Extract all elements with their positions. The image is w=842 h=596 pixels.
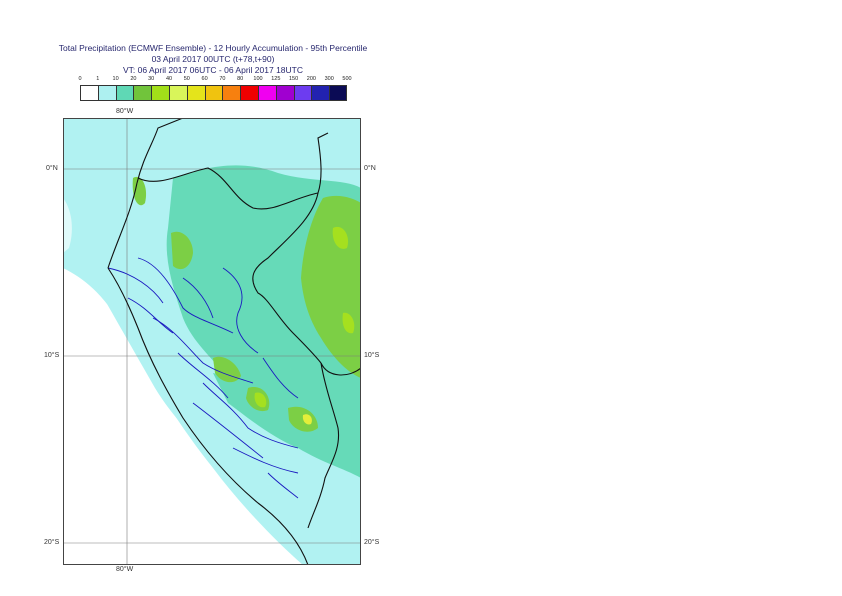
green-precip-se (288, 406, 318, 432)
legend-swatch (186, 85, 205, 101)
legend-swatch (311, 85, 330, 101)
legend-label: 500 (342, 76, 352, 82)
lat-label-0-left: 0°N (46, 165, 58, 172)
color-legend: 0 1 10 20 30 40 50 60 70 80 100 125 150 200 300 500 (77, 76, 352, 102)
dry-ocean-north (63, 198, 72, 253)
legend-label: 70 (219, 76, 226, 82)
graticule (63, 118, 361, 565)
legend-label: 10 (112, 76, 119, 82)
legend-label: 60 (201, 76, 208, 82)
legend-label: 80 (237, 76, 244, 82)
legend-label: 50 (183, 76, 190, 82)
legend-swatch (204, 85, 223, 101)
lat-label-20-left: 20°S (44, 539, 60, 546)
dry-ocean-coast (98, 283, 233, 470)
legend-label: 150 (289, 76, 299, 82)
map-frame (63, 118, 361, 565)
legend-label: 300 (324, 76, 334, 82)
legend-swatch (115, 85, 134, 101)
green-precip-north (132, 176, 147, 206)
legend-label: 1 (96, 76, 100, 82)
legend-swatch (97, 85, 116, 101)
lon-label-top: 80°W (116, 108, 134, 115)
green-precip-center (171, 231, 193, 270)
legend-swatch (329, 85, 347, 101)
lat-label-10-left: 10°S (44, 352, 60, 359)
dry-ocean-strip (63, 313, 91, 378)
yellow-precip (302, 414, 312, 425)
dry-ocean-area (63, 268, 303, 565)
legend-swatch (151, 85, 169, 101)
legend-swatch (275, 85, 294, 101)
legend-swatch (258, 85, 276, 101)
lat-label-10-right: 10°S (364, 352, 380, 359)
legend-label: 20 (130, 76, 137, 82)
legend-label: 200 (306, 76, 316, 82)
legend-label: 125 (271, 76, 281, 82)
legend-label: 40 (165, 76, 173, 82)
lime-precip-2 (342, 312, 355, 334)
lime-precip-3 (254, 392, 267, 408)
precipitation-map (63, 118, 361, 565)
country-borders (107, 118, 361, 565)
legend-swatch (293, 85, 312, 101)
legend-swatch (222, 85, 241, 101)
legend-swatch (80, 85, 98, 101)
green-precip-mid (213, 356, 241, 383)
lon-label-bottom: 80°W (116, 566, 134, 573)
title-line-1: Total Precipitation (ECMWF Ensemble) - 1… (58, 43, 368, 53)
legend-label: 100 (253, 76, 263, 82)
legend-label: 30 (148, 76, 155, 82)
legend-swatch (133, 85, 152, 101)
legend-swatch (240, 85, 258, 101)
lat-label-20-right: 20°S (364, 539, 380, 546)
title-line-3: VT: 06 April 2017 06UTC - 06 April 2017 … (122, 65, 303, 75)
lat-label-0-right: 0°N (364, 165, 376, 172)
legend-swatch (169, 85, 187, 101)
legend-label: 0 (78, 76, 82, 82)
department-borders (107, 257, 299, 499)
lime-precip (332, 226, 349, 249)
title-line-2: 03 April 2017 00UTC (t+78,t+90) (151, 54, 275, 64)
